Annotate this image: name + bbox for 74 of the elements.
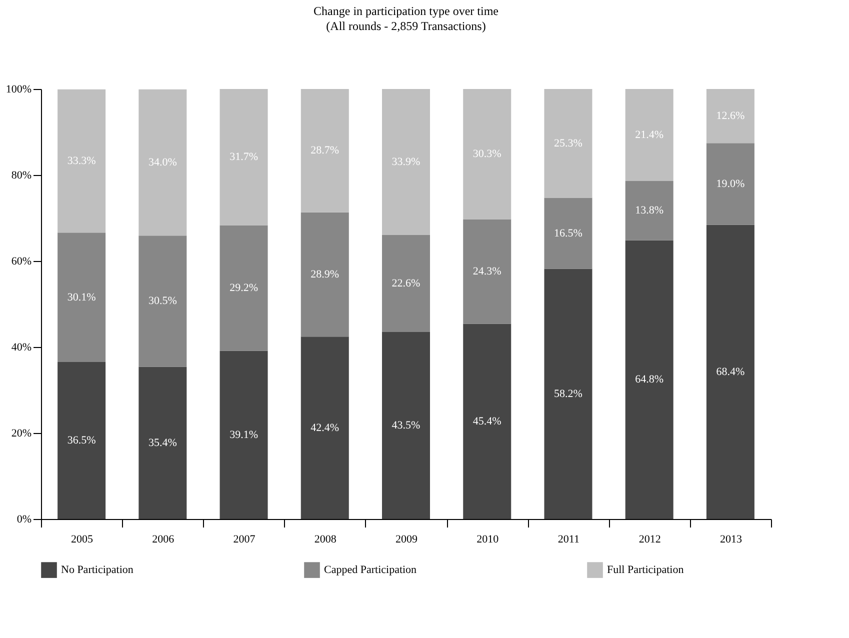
bar: [220, 225, 268, 351]
data-label: 39.1%: [230, 428, 258, 441]
bar: [300, 212, 349, 337]
data-label: 33.3%: [67, 155, 96, 168]
bar: [544, 268, 592, 519]
data-label: 45.4%: [472, 415, 502, 428]
chart-subtitle: (All rounds - 2,859 Transactions): [326, 19, 486, 33]
data-label: 35.4%: [148, 436, 177, 449]
x-tick-label: 2009: [396, 534, 418, 546]
bar: [625, 240, 674, 519]
data-label: 25.3%: [554, 137, 582, 150]
bar: [463, 89, 512, 220]
data-label: 28.7%: [310, 144, 340, 157]
bar: [138, 89, 187, 236]
x-tick-label: 2012: [638, 534, 661, 546]
bar: [706, 224, 754, 519]
data-label: 42.4%: [310, 422, 340, 434]
bar: [706, 143, 754, 225]
x-tick-label: 2006: [152, 534, 175, 546]
bar: [300, 336, 349, 519]
bar: [382, 234, 430, 332]
x-tick-label: 2011: [558, 534, 580, 546]
data-label: 22.6%: [392, 277, 420, 290]
y-tick-label: 60%: [11, 256, 32, 268]
data-label: 31.7%: [230, 151, 258, 164]
bar: [300, 89, 349, 212]
data-label: 24.3%: [472, 266, 502, 278]
data-label: 16.5%: [554, 227, 582, 240]
bar: [138, 366, 187, 519]
bar: [625, 89, 674, 182]
x-tick-label: 2008: [314, 534, 337, 546]
bar: [382, 89, 430, 235]
data-label: 30.3%: [472, 148, 502, 160]
bar: [463, 324, 512, 519]
bar: [58, 362, 106, 519]
bar: [58, 89, 106, 233]
data-label: 64.8%: [635, 374, 664, 386]
chart-title: Change in participation type over time: [314, 4, 498, 18]
bar: [138, 236, 187, 367]
data-label: 36.5%: [67, 434, 96, 447]
data-label: 19.0%: [716, 178, 745, 190]
data-label: 21.4%: [635, 129, 664, 142]
x-tick-label: 2010: [476, 534, 500, 546]
x-tick-label: 2007: [233, 534, 256, 546]
bar: [58, 232, 106, 362]
data-label: 28.9%: [310, 268, 340, 281]
y-tick-label: 20%: [11, 428, 32, 440]
data-label: 68.4%: [716, 366, 745, 378]
bar: [544, 198, 592, 269]
legend-label: Full Participation: [607, 564, 684, 576]
legend-label: No Participation: [61, 564, 134, 576]
y-tick-label: 100%: [6, 84, 32, 96]
y-tick-label: 80%: [11, 170, 32, 182]
bar: [544, 89, 592, 198]
bar: [382, 332, 430, 519]
data-label: 29.2%: [230, 282, 258, 294]
data-label: 13.8%: [635, 204, 664, 217]
data-label: 58.2%: [554, 388, 582, 400]
data-label: 33.9%: [392, 156, 420, 168]
data-label: 43.5%: [392, 419, 420, 432]
legend-label: Capped Participation: [324, 564, 418, 576]
x-tick-label: 2013: [720, 534, 742, 546]
data-label: 12.6%: [716, 110, 745, 122]
bar: [220, 350, 268, 519]
data-label: 30.1%: [67, 291, 96, 304]
bar: [706, 89, 754, 144]
data-label: 34.0%: [148, 156, 177, 169]
y-tick-label: 40%: [11, 342, 32, 354]
bar: [220, 89, 268, 226]
y-tick-label: 0%: [16, 514, 32, 526]
x-tick-label: 2005: [71, 534, 94, 546]
bar: [463, 219, 512, 324]
bar: [625, 181, 674, 240]
data-label: 30.5%: [148, 295, 177, 308]
